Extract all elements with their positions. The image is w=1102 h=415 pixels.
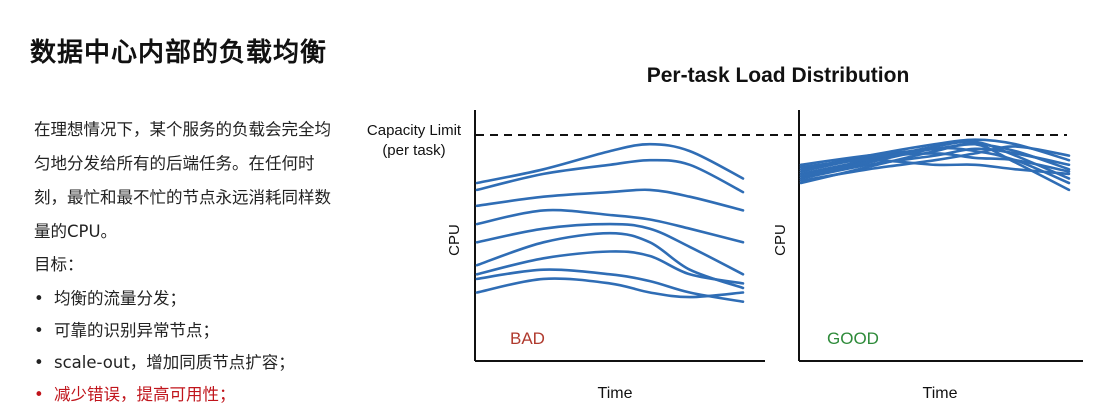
- load-distribution-figure: Per-task Load Distribution Capacity Limi…: [367, 64, 1083, 402]
- bullet-icon: •: [34, 385, 44, 404]
- good-panel: CPU Time GOOD: [772, 110, 1083, 402]
- good-label: GOOD: [827, 329, 879, 348]
- bad-ylabel: CPU: [446, 224, 463, 256]
- bad-series-line: [475, 158, 745, 194]
- good-series-group: [799, 138, 1071, 192]
- goal-item-text: 均衡的流量分发；: [54, 289, 186, 308]
- bad-xlabel: Time: [598, 385, 633, 402]
- bad-series-line: [475, 231, 745, 290]
- bad-series-line: [475, 250, 745, 285]
- bad-series-group: [475, 142, 745, 303]
- good-series-line: [799, 158, 1071, 176]
- bad-series-line: [475, 142, 745, 185]
- bad-series-line: [475, 268, 745, 303]
- goal-item: • 可靠的识别异常节点；: [34, 315, 295, 347]
- good-xlabel: Time: [923, 385, 958, 402]
- good-series-line: [799, 145, 1071, 182]
- capacity-label-line1: Capacity Limit: [367, 122, 462, 139]
- goal-item-text: scale-out，增加同质节点扩容；: [54, 353, 295, 372]
- goal-item-highlighted: • 减少错误，提高可用性；: [34, 379, 295, 411]
- capacity-label-line2: (per task): [382, 142, 445, 159]
- bad-series-line: [475, 222, 745, 276]
- goal-item: • scale-out，增加同质节点扩容；: [34, 347, 295, 379]
- good-series-line: [799, 147, 1071, 180]
- bad-series-line: [475, 188, 745, 212]
- bullet-icon: •: [34, 289, 44, 308]
- goal-item-text: 可靠的识别异常节点；: [54, 321, 219, 340]
- bullet-icon: •: [34, 321, 44, 340]
- goal-label: 目标：: [34, 255, 84, 274]
- good-ylabel: CPU: [772, 224, 789, 256]
- slide-title: 数据中心内部的负载均衡: [30, 38, 328, 68]
- good-series-line: [799, 140, 1071, 180]
- bad-series-line: [475, 208, 745, 244]
- good-series-line: [799, 146, 1071, 185]
- bullet-icon: •: [34, 353, 44, 372]
- goal-item: • 均衡的流量分发；: [34, 283, 295, 315]
- goal-item-text: 减少错误，提高可用性；: [54, 385, 236, 404]
- bad-series-line: [475, 277, 745, 299]
- bad-label: BAD: [510, 329, 545, 348]
- bad-panel: CPU Time BAD: [446, 110, 765, 402]
- goal-list: • 均衡的流量分发； • 可靠的识别异常节点； • scale-out，增加同质节点扩…: [34, 283, 295, 411]
- intro-paragraph: 在理想情况下，某个服务的负载会完全均匀地分发给所有的后端任务。在任何时刻，最忙和…: [34, 120, 331, 241]
- good-series-line: [799, 142, 1071, 192]
- chart-title: Per-task Load Distribution: [647, 64, 910, 87]
